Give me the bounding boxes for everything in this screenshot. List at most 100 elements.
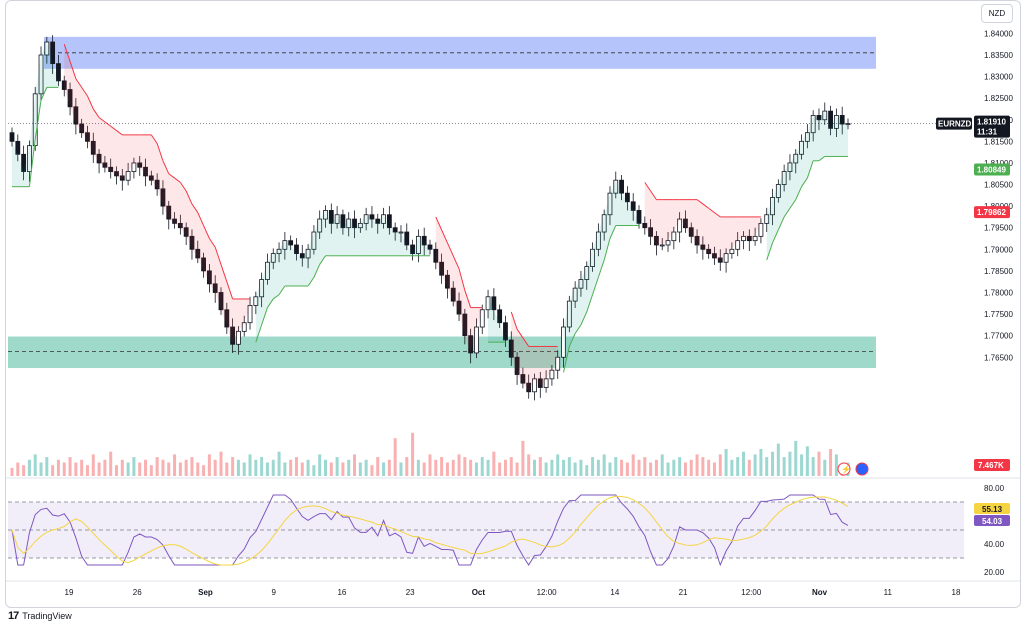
supertrend-line bbox=[319, 255, 326, 265]
supertrend-line bbox=[75, 78, 83, 88]
supertrend-line bbox=[597, 259, 605, 278]
supertrend-fill bbox=[488, 296, 494, 343]
supertrend-fill bbox=[580, 266, 587, 325]
supertrend-fill bbox=[598, 214, 605, 278]
supertrend-fill bbox=[64, 44, 71, 107]
supertrend-fill bbox=[366, 214, 372, 256]
candle-body bbox=[172, 218, 177, 224]
candle-body bbox=[508, 339, 514, 358]
volume-bar bbox=[341, 462, 345, 476]
candle-body bbox=[677, 218, 683, 233]
chart-canvas[interactable]: 1.845001.840001.835001.830001.825001.820… bbox=[6, 1, 1020, 607]
candle-body bbox=[770, 197, 775, 216]
candle-body bbox=[189, 235, 195, 250]
candle-body bbox=[398, 231, 404, 234]
supertrend-fill bbox=[644, 182, 651, 237]
supertrend-fill bbox=[511, 311, 518, 375]
supertrend-line bbox=[446, 242, 454, 256]
supertrend-fill bbox=[441, 229, 448, 289]
volume-bar bbox=[207, 454, 211, 476]
time-tick-label: 14 bbox=[610, 588, 619, 597]
candle-body bbox=[131, 162, 137, 172]
supertrend-fill bbox=[331, 214, 338, 256]
volume-bar bbox=[382, 462, 386, 476]
supertrend-fill bbox=[209, 238, 216, 293]
candle-body bbox=[659, 244, 665, 247]
candle-body bbox=[793, 153, 799, 164]
candle-body bbox=[363, 214, 369, 224]
volume-bar bbox=[27, 459, 31, 476]
candle-body bbox=[253, 296, 259, 306]
supertrend-line bbox=[522, 337, 530, 347]
volume-bar bbox=[277, 451, 281, 476]
candle-body bbox=[549, 369, 555, 380]
candle-body bbox=[334, 214, 340, 224]
volume-bar bbox=[45, 457, 49, 476]
candle-body bbox=[474, 326, 479, 354]
volume-bar bbox=[538, 457, 542, 476]
candle-body bbox=[787, 162, 793, 172]
currency-button[interactable]: NZD bbox=[981, 4, 1013, 23]
candle-body bbox=[294, 244, 299, 255]
volume-bar bbox=[120, 459, 124, 476]
candle-body bbox=[369, 214, 375, 220]
supertrend-line bbox=[197, 212, 205, 226]
candle-body bbox=[566, 300, 572, 328]
candle-body bbox=[630, 201, 636, 211]
supertrend-fill bbox=[633, 210, 639, 226]
supertrend-fill bbox=[714, 212, 721, 263]
supertrend-line bbox=[104, 121, 111, 127]
supertrend-fill bbox=[662, 199, 669, 245]
volume-bar bbox=[283, 462, 287, 476]
volume-bar bbox=[62, 462, 66, 476]
volume-bar bbox=[712, 462, 716, 476]
volume-bar bbox=[521, 440, 525, 476]
volume-bar bbox=[829, 449, 833, 476]
volume-bar bbox=[68, 457, 72, 476]
event-icon bbox=[855, 462, 869, 476]
volume-bar bbox=[556, 454, 560, 476]
supertrend-fill bbox=[778, 171, 785, 230]
candle-body bbox=[648, 227, 654, 237]
volume-bar bbox=[480, 457, 484, 476]
supertrend-fill bbox=[52, 63, 59, 88]
candle-body bbox=[839, 115, 845, 125]
volume-bar bbox=[144, 459, 148, 476]
candle-body bbox=[741, 235, 746, 242]
candle-body bbox=[311, 231, 317, 250]
candle-body bbox=[224, 309, 230, 328]
volume-bar bbox=[533, 459, 536, 476]
candle-body bbox=[265, 261, 270, 280]
price-tick-label: 1.79000 bbox=[984, 245, 1013, 254]
candle-body bbox=[532, 378, 537, 393]
volume-bar bbox=[689, 459, 693, 476]
volume-bar bbox=[515, 462, 519, 476]
candle-body bbox=[32, 93, 38, 147]
supertrend-fill bbox=[650, 191, 657, 245]
volume-bar bbox=[213, 459, 217, 476]
last-price-value: 1.81910 bbox=[977, 118, 1006, 127]
supertrend-fill bbox=[418, 236, 425, 256]
supertrend-fill bbox=[302, 249, 309, 286]
rsi-line bbox=[11, 494, 849, 567]
supertrend-fill bbox=[267, 253, 274, 308]
supertrend-fill bbox=[273, 249, 280, 299]
supertrend-fill bbox=[673, 199, 680, 233]
candle-body bbox=[50, 41, 56, 65]
supertrend-line bbox=[458, 268, 466, 291]
supertrend-line bbox=[92, 108, 100, 118]
supertrend-fill bbox=[546, 346, 552, 379]
volume-bar bbox=[33, 454, 37, 476]
candle-body bbox=[445, 274, 450, 289]
candle-body bbox=[479, 309, 485, 328]
candle-body bbox=[352, 218, 357, 229]
candle-body bbox=[781, 171, 787, 185]
supertrend-fill bbox=[708, 208, 715, 258]
volume-bar bbox=[56, 459, 60, 476]
supertrend-fill bbox=[151, 134, 158, 189]
price-tick-label: 1.83000 bbox=[984, 73, 1013, 82]
time-tick-label: 16 bbox=[337, 588, 346, 597]
volume-bar bbox=[672, 459, 676, 476]
supertrend-fill bbox=[244, 298, 251, 323]
time-tick-label: 11 bbox=[884, 588, 893, 597]
